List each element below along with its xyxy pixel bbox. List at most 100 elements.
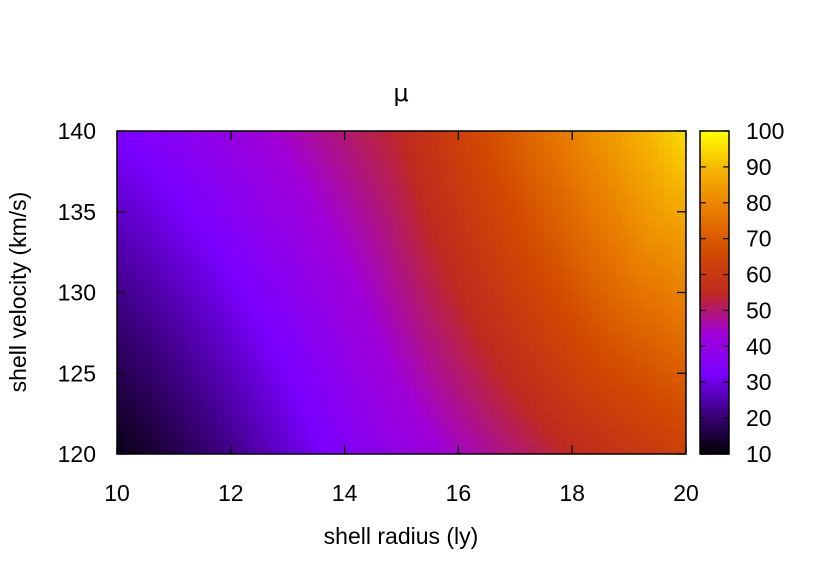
heatmap-cell <box>344 155 353 164</box>
heatmap-cell <box>387 163 396 173</box>
heatmap-cell <box>316 357 324 366</box>
heatmap-cell <box>166 413 175 423</box>
heatmap-cell <box>600 131 609 140</box>
heatmap-cell <box>529 405 538 415</box>
colorbar-band <box>700 272 729 276</box>
heatmap-cell <box>181 429 189 439</box>
heatmap-cell <box>657 340 666 350</box>
heatmap-cell <box>266 389 275 399</box>
heatmap-cell <box>579 284 588 294</box>
heatmap-cell <box>152 244 161 253</box>
heatmap-cell <box>636 445 645 454</box>
heatmap-cell <box>245 147 253 156</box>
heatmap-cell <box>501 300 509 310</box>
heatmap-cell <box>373 147 381 156</box>
heatmap-cell <box>166 139 175 148</box>
heatmap-cell <box>259 357 268 366</box>
heatmap-cell <box>557 397 566 407</box>
heatmap-cell <box>159 219 168 229</box>
heatmap-cell <box>294 389 303 399</box>
heatmap-cell <box>166 365 175 374</box>
heatmap-cell <box>117 365 125 374</box>
heatmap-cell <box>337 244 346 253</box>
heatmap-cell <box>501 139 509 148</box>
heatmap-cell <box>479 187 488 197</box>
heatmap-cell <box>650 203 659 213</box>
heatmap-cell <box>117 139 125 148</box>
heatmap-cell <box>629 252 637 261</box>
heatmap-cell <box>173 147 182 156</box>
heatmap-cell <box>380 252 388 261</box>
heatmap-cell <box>216 268 225 278</box>
heatmap-cell <box>365 292 374 302</box>
heatmap-cell <box>429 389 438 399</box>
heatmap-cell <box>579 437 588 447</box>
heatmap-cell <box>159 340 168 350</box>
heatmap-cell <box>344 349 353 358</box>
heatmap-cell <box>237 147 246 156</box>
heatmap-cell <box>316 171 324 181</box>
heatmap-cell <box>237 389 246 399</box>
heatmap-cell <box>664 284 673 294</box>
heatmap-cell <box>572 340 581 350</box>
heatmap-cell <box>131 381 140 391</box>
heatmap-cell <box>650 147 659 156</box>
heatmap-cell <box>209 252 218 261</box>
heatmap-cell <box>266 292 275 302</box>
heatmap-cell <box>245 187 253 197</box>
heatmap-cell <box>572 155 581 164</box>
heatmap-cell <box>124 268 132 278</box>
heatmap-cell <box>486 260 495 269</box>
heatmap-cell <box>479 365 488 374</box>
heatmap-cell <box>565 163 573 173</box>
heatmap-cell <box>422 405 431 415</box>
colorbar-band <box>700 274 729 278</box>
heatmap-cell <box>330 260 339 269</box>
heatmap-cell <box>664 413 673 423</box>
heatmap-cell <box>117 155 125 164</box>
heatmap-cell <box>266 163 275 173</box>
colorbar-band <box>700 177 729 181</box>
heatmap-cell <box>543 332 552 342</box>
heatmap-cell <box>636 219 645 229</box>
heatmap-cell <box>188 308 196 318</box>
heatmap-cell <box>593 219 602 229</box>
heatmap-cell <box>451 163 460 173</box>
heatmap-cell <box>444 276 452 286</box>
heatmap-cell <box>301 340 310 350</box>
heatmap-cell <box>173 324 182 334</box>
heatmap-cell <box>237 349 246 358</box>
heatmap-cell <box>323 211 332 221</box>
heatmap-cell <box>671 195 680 205</box>
heatmap-cell <box>671 316 680 326</box>
heatmap-cell <box>365 203 374 213</box>
heatmap-cell <box>337 308 346 318</box>
heatmap-cell <box>579 405 588 415</box>
heatmap-cell <box>394 389 403 399</box>
heatmap-cell <box>337 155 346 164</box>
heatmap-cell <box>373 340 381 350</box>
heatmap-cell <box>664 244 673 253</box>
heatmap-cell <box>316 292 324 302</box>
heatmap-cell <box>316 429 324 439</box>
colorbar-band <box>700 207 729 211</box>
heatmap-cell <box>415 413 424 423</box>
heatmap-cell <box>529 268 538 278</box>
heatmap-cell <box>394 373 403 383</box>
heatmap-cell <box>195 292 204 302</box>
heatmap-cell <box>252 260 260 269</box>
heatmap-cell <box>216 357 225 366</box>
heatmap-cell <box>373 292 381 302</box>
heatmap-cell <box>458 397 467 407</box>
heatmap-cell <box>515 227 524 237</box>
heatmap-cell <box>550 284 559 294</box>
heatmap-cell <box>671 252 680 261</box>
heatmap-cell <box>245 171 253 181</box>
heatmap-cell <box>223 308 232 318</box>
heatmap-cell <box>415 139 424 148</box>
heatmap-cell <box>273 365 282 374</box>
heatmap-cell <box>401 437 410 447</box>
heatmap-cell <box>607 324 616 334</box>
heatmap-cell <box>422 219 431 229</box>
heatmap-cell <box>287 171 296 181</box>
